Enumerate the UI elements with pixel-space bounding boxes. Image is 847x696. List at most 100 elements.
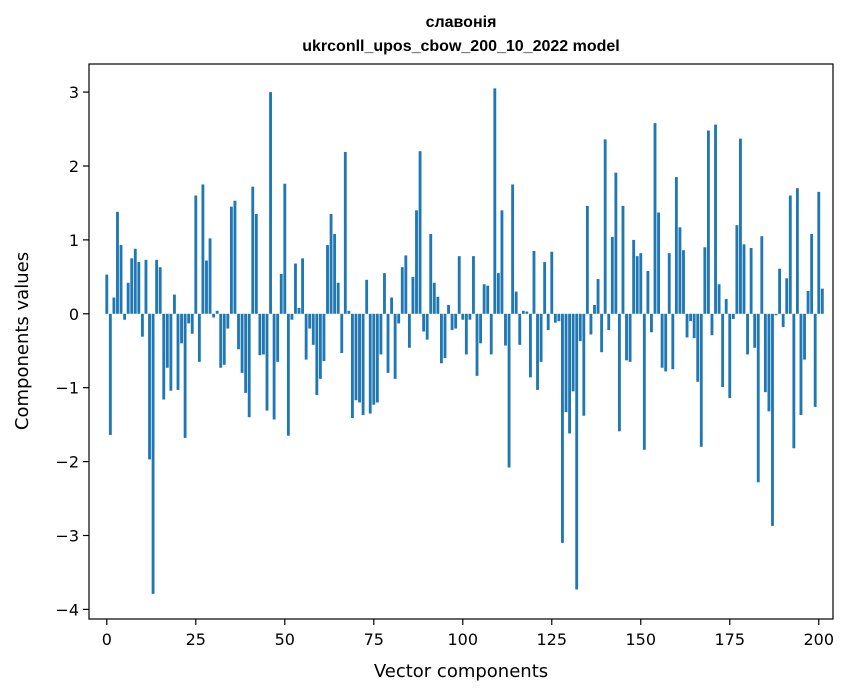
bar <box>760 236 764 314</box>
bar <box>653 123 657 314</box>
bar <box>226 313 230 329</box>
bar <box>272 313 276 420</box>
bar <box>489 313 493 355</box>
bar <box>187 313 191 324</box>
bar <box>767 313 771 412</box>
bar <box>500 210 504 314</box>
bar <box>123 313 127 320</box>
bar <box>699 313 703 447</box>
bar <box>660 313 664 368</box>
bar <box>137 262 141 314</box>
bar <box>173 294 176 314</box>
bar <box>642 313 646 450</box>
bar <box>197 313 201 362</box>
bar <box>610 236 614 314</box>
bar <box>116 211 119 314</box>
y-axis-label: Components values <box>12 252 33 430</box>
bar <box>308 313 312 329</box>
bar <box>247 313 251 418</box>
bar <box>543 262 547 314</box>
bar <box>792 313 796 449</box>
bar <box>639 253 643 314</box>
bar <box>443 313 447 359</box>
bar <box>301 258 305 314</box>
bar <box>692 313 696 339</box>
bar <box>343 151 347 314</box>
bar <box>155 259 159 314</box>
bar <box>336 282 340 314</box>
bar <box>582 313 586 416</box>
bar <box>244 313 248 393</box>
bar <box>546 313 550 331</box>
bar <box>418 151 422 314</box>
bar <box>329 214 333 314</box>
bar <box>151 313 155 594</box>
bar <box>493 88 497 314</box>
x-tick-label: 200 <box>803 630 834 649</box>
bar <box>511 184 515 314</box>
bar <box>671 313 675 370</box>
bar <box>140 313 144 337</box>
plot-frame <box>88 63 834 620</box>
bar <box>279 273 283 314</box>
bar <box>297 307 301 314</box>
bar <box>472 256 475 314</box>
bar <box>158 267 162 314</box>
bar <box>162 313 166 400</box>
bar <box>664 313 668 372</box>
bar <box>507 313 511 468</box>
bar <box>504 313 507 346</box>
bar <box>112 297 116 314</box>
bar <box>539 313 543 362</box>
bar <box>183 313 187 438</box>
bar <box>436 296 440 314</box>
bar <box>440 313 443 364</box>
bar <box>294 263 297 314</box>
bar <box>237 313 240 350</box>
bar <box>269 92 272 314</box>
bar <box>674 177 678 314</box>
bar <box>603 139 607 314</box>
bar <box>568 313 571 434</box>
bar <box>696 313 700 382</box>
bar <box>108 313 112 435</box>
bar <box>411 276 415 314</box>
bar <box>689 313 693 322</box>
x-tick-label: 125 <box>537 630 568 649</box>
bar <box>781 313 785 328</box>
bar <box>589 313 593 335</box>
bar <box>518 313 522 345</box>
bar <box>105 274 109 314</box>
bar <box>646 270 650 314</box>
bar <box>795 188 799 314</box>
bar <box>286 313 290 436</box>
bar <box>756 313 760 483</box>
bar <box>379 313 383 355</box>
bar <box>600 313 604 353</box>
y-tick-label: −2 <box>55 453 79 472</box>
bar <box>450 313 454 331</box>
bar <box>813 313 817 407</box>
bar <box>803 313 806 360</box>
bar <box>550 251 554 314</box>
bar <box>354 313 358 401</box>
y-tick-label: 0 <box>69 305 79 324</box>
bar <box>254 214 258 314</box>
bar <box>422 313 426 332</box>
bar <box>607 313 611 331</box>
bar <box>817 191 821 314</box>
bar <box>650 313 653 333</box>
bar <box>229 206 233 314</box>
x-tick-label: 100 <box>448 630 479 649</box>
bar <box>425 313 429 340</box>
bar <box>731 313 735 319</box>
bar <box>265 313 269 411</box>
bar <box>739 138 742 314</box>
bar <box>251 186 255 314</box>
bar <box>322 313 326 362</box>
bar <box>799 313 803 416</box>
bar <box>482 284 486 314</box>
bar <box>212 313 216 318</box>
x-axis-ticks: 0 25 50 75 100 125 150 175 200 <box>102 619 834 649</box>
